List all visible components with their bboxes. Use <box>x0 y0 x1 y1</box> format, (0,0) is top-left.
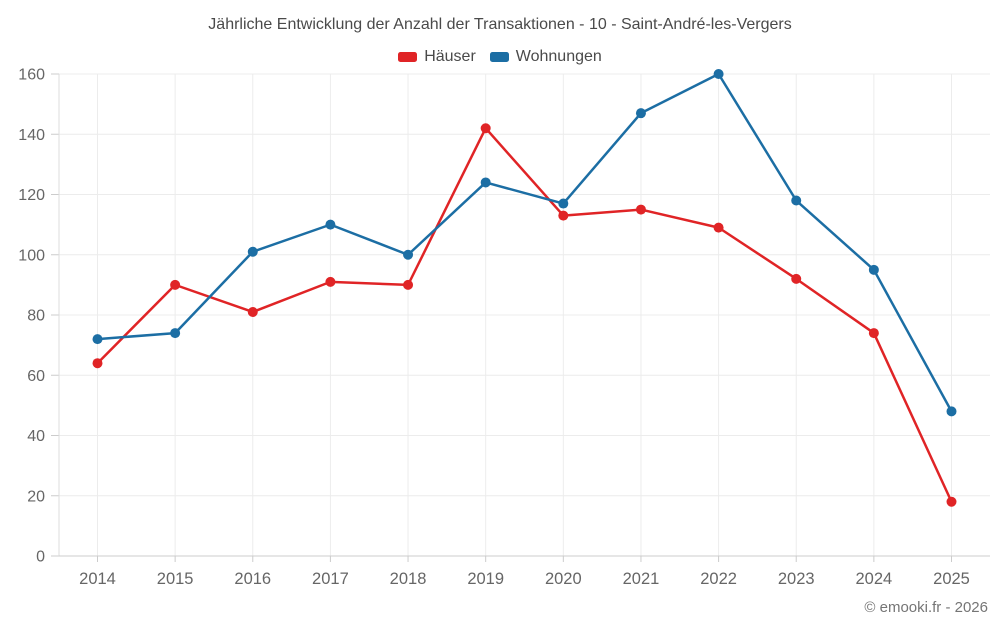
x-tick-label: 2022 <box>700 570 737 588</box>
data-point-0-2014[interactable] <box>92 358 103 369</box>
legend-label: Häuser <box>424 48 476 65</box>
data-point-0-2024[interactable] <box>868 328 879 339</box>
y-tick-label: 160 <box>18 67 45 84</box>
legend-swatch-blue <box>489 52 509 62</box>
data-point-1-2020[interactable] <box>558 198 569 209</box>
data-point-1-2024[interactable] <box>868 264 879 275</box>
x-tick-label: 2020 <box>545 570 582 588</box>
data-point-1-2019[interactable] <box>480 177 491 188</box>
data-point-0-2016[interactable] <box>247 306 258 317</box>
x-tick-label: 2016 <box>234 570 271 588</box>
y-tick-label: 0 <box>36 549 45 566</box>
series-line-1 <box>96 72 953 413</box>
data-point-1-2022[interactable] <box>713 69 724 79</box>
legend-item-haeuser[interactable]: Häuser <box>398 48 476 66</box>
data-point-1-2023[interactable] <box>791 195 802 206</box>
data-point-0-2023[interactable] <box>791 273 802 284</box>
data-point-0-2019[interactable] <box>480 123 491 134</box>
y-tick-label: 120 <box>18 187 45 204</box>
x-tick-label: 2018 <box>390 570 427 588</box>
y-tick-label: 60 <box>27 368 45 385</box>
x-tick-label: 2015 <box>157 570 194 588</box>
y-tick-label: 100 <box>18 247 45 264</box>
data-point-1-2025[interactable] <box>946 406 957 417</box>
data-point-1-2016[interactable] <box>247 246 258 257</box>
x-tick-label: 2014 <box>79 570 116 588</box>
data-point-1-2017[interactable] <box>325 219 336 230</box>
chart-legend: Häuser Wohnungen <box>0 48 1000 66</box>
data-point-1-2021[interactable] <box>635 108 646 119</box>
data-point-0-2021[interactable] <box>635 204 646 215</box>
x-tick-label: 2019 <box>467 570 504 588</box>
series-line-0 <box>96 126 953 504</box>
legend-item-wohnungen[interactable]: Wohnungen <box>489 48 602 66</box>
y-tick-label: 80 <box>27 308 45 325</box>
data-point-1-2014[interactable] <box>92 334 103 345</box>
data-point-1-2018[interactable] <box>403 249 414 260</box>
legend-swatch-red <box>398 52 418 62</box>
x-tick-label: 2017 <box>312 570 349 588</box>
data-point-1-2015[interactable] <box>170 328 181 339</box>
x-tick-label: 2025 <box>933 570 970 588</box>
data-point-0-2018[interactable] <box>403 279 414 290</box>
y-tick-label: 20 <box>27 488 45 505</box>
data-point-0-2022[interactable] <box>713 222 724 233</box>
y-tick-label: 140 <box>18 127 45 144</box>
y-tick-label: 40 <box>27 428 45 445</box>
data-point-0-2020[interactable] <box>558 210 569 221</box>
legend-label: Wohnungen <box>515 48 602 65</box>
x-tick-label: 2024 <box>856 570 893 588</box>
data-point-0-2025[interactable] <box>946 496 957 507</box>
x-tick-label: 2023 <box>778 570 815 588</box>
copyright-text: © emooki.fr - 2026 <box>864 599 988 616</box>
data-point-0-2015[interactable] <box>170 279 181 290</box>
chart-title: Jährliche Entwicklung der Anzahl der Tra… <box>208 16 792 33</box>
x-tick-label: 2021 <box>623 570 660 588</box>
data-point-0-2017[interactable] <box>325 276 336 287</box>
